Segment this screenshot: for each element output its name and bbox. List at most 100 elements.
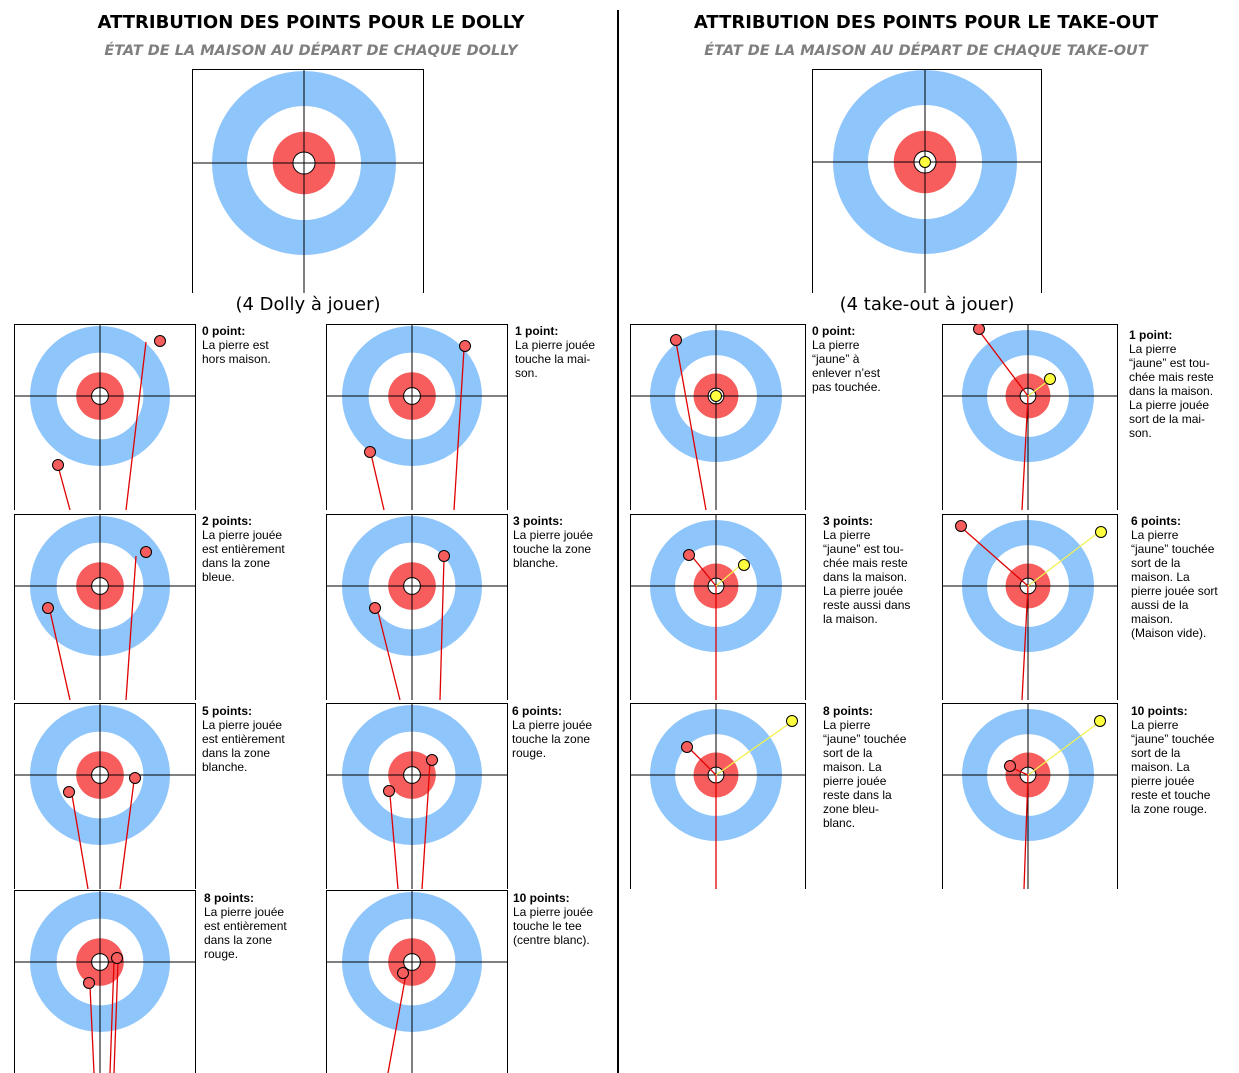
case-text: La pierre jouée est entièrement dans la … (204, 905, 287, 961)
case-text: La pierre “jaune” à enlever n’est pas to… (812, 338, 881, 394)
red-stone-icon (670, 334, 682, 346)
dolly-case-0-desc: 0 point: La pierre est hors maison. (202, 324, 314, 366)
red-stone-icon (1004, 760, 1016, 772)
red-path (119, 780, 135, 889)
takeout-case-5-house (942, 703, 1118, 889)
dolly-case-2-desc: 2 points: La pierre jouée est entièrement… (202, 514, 314, 584)
red-stone-icon (973, 324, 985, 335)
dolly-case-3-house (326, 514, 508, 700)
red-path (961, 527, 1029, 587)
takeout-case-5-desc: 10 points: La pierre “jaune” touchée sort… (1131, 704, 1239, 816)
takeout-case-4-desc: 8 points: La pierre “jaune” touchée sort … (823, 704, 935, 830)
takeout-case-2-house (630, 514, 806, 700)
dolly-case-7-desc: 10 points: La pierre jouée touche le tee … (513, 891, 625, 947)
takeout-caption: (4 take-out à jouer) (839, 294, 1015, 315)
yellow-stone-icon (1044, 373, 1056, 385)
case-text: La pierre “jaune” est tou- chée mais res… (823, 528, 911, 626)
takeout-case-0-house (630, 324, 806, 510)
red-path (453, 348, 465, 510)
red-stone-icon (129, 772, 141, 784)
dolly-caption: (4 Dolly à jouer) (235, 294, 381, 315)
red-path (370, 453, 385, 510)
yellow-path (1027, 722, 1099, 776)
case-text: La pierre jouée est entièrement dans la … (202, 718, 285, 774)
red-path (675, 341, 707, 510)
red-stone-icon (111, 952, 123, 964)
column-divider (617, 10, 619, 1073)
red-stone-icon (681, 741, 693, 753)
takeout-case-1-house (942, 324, 1118, 510)
dolly-title: ATTRIBUTION DES POINTS POUR LE DOLLY (97, 12, 525, 33)
takeout-case-2-desc: 3 points: La pierre “jaune” est tou- chée… (823, 514, 935, 626)
yellow-stone-icon (1095, 526, 1107, 538)
red-path (439, 557, 445, 700)
red-path (89, 985, 95, 1073)
red-path (1023, 774, 1029, 889)
red-stone-icon (683, 549, 695, 561)
red-stone-icon (83, 977, 95, 989)
red-path (125, 555, 137, 700)
red-stone-icon (154, 335, 166, 347)
dolly-case-7-house (326, 890, 508, 1073)
takeout-case-3-desc: 6 points: La pierre “jaune” touchée sort … (1131, 514, 1239, 640)
yellow-path (715, 563, 743, 587)
takeout-case-4-house (630, 703, 806, 889)
points-label: 6 points: (512, 704, 562, 718)
red-path (689, 553, 717, 587)
case-text: La pierre jouée touche le tee (centre bl… (513, 905, 594, 947)
takeout-case-0-desc: 0 point: La pierre “jaune” à enlever n’es… (812, 324, 924, 394)
takeout-case-3-house (942, 514, 1118, 700)
case-text: La pierre jouée touche la zone blanche. (513, 528, 594, 570)
case-text: La pierre “jaune” touchée sort de la mai… (1131, 528, 1218, 640)
red-path (1021, 395, 1029, 510)
dolly-case-4-desc: 5 points: La pierre jouée est entièrement… (202, 704, 314, 774)
points-label: 6 points: (1131, 514, 1181, 528)
points-label: 5 points: (202, 704, 252, 718)
yellow-stone-icon (1094, 715, 1106, 727)
red-stone-icon (383, 785, 395, 797)
red-stone-icon (459, 340, 471, 352)
takeout-initial-house (812, 69, 1042, 293)
red-path (389, 794, 399, 889)
red-path (377, 611, 401, 700)
red-path (109, 961, 115, 1073)
red-stone-icon (52, 459, 64, 471)
dolly-case-0-house (14, 324, 196, 510)
points-label: 1 point: (1129, 328, 1173, 342)
dolly-case-1-desc: 1 point: La pierre jouée touche la mai- s… (515, 324, 627, 380)
red-path (687, 746, 717, 776)
red-path (113, 961, 119, 1073)
yellow-path (1027, 380, 1049, 397)
points-label: 3 points: (513, 514, 563, 528)
red-stone-icon (438, 550, 450, 562)
red-path (125, 341, 147, 510)
points-label: 8 points: (823, 704, 873, 718)
dolly-case-4-house (14, 703, 196, 889)
points-label: 10 points: (513, 891, 570, 905)
red-path (71, 794, 89, 889)
case-text: La pierre est hors maison. (202, 338, 271, 366)
yellow-path (1027, 531, 1100, 587)
case-text: La pierre “jaune” touchée sort de la mai… (1131, 718, 1215, 816)
dolly-case-6-desc: 8 points: La pierre jouée est entièrement… (204, 891, 316, 961)
points-label: 1 point: (515, 324, 559, 338)
points-label: 2 points: (202, 514, 252, 528)
points-label: 0 point: (202, 324, 246, 338)
yellow-stone-icon (786, 715, 798, 727)
yellow-stone-icon (710, 390, 722, 402)
dolly-case-3-desc: 3 points: La pierre jouée touche la zone … (513, 514, 625, 570)
takeout-title: ATTRIBUTION DES POINTS POUR LE TAKE-OUT (693, 12, 1159, 33)
red-path (49, 610, 71, 700)
case-text: La pierre “jaune” est tou- chée mais res… (1129, 342, 1214, 440)
dolly-subtitle: ÉTAT DE LA MAISON AU DÉPART DE CHAQUE DO… (104, 43, 518, 59)
red-path (979, 331, 1029, 397)
takeout-case-1-desc: 1 point: La pierre “jaune” est tou- chée … (1129, 328, 1239, 440)
red-stone-icon (42, 602, 54, 614)
points-label: 8 points: (204, 891, 254, 905)
red-path (387, 973, 407, 1073)
red-stone-icon (63, 786, 75, 798)
takeout-subtitle: ÉTAT DE LA MAISON AU DÉPART DE CHAQUE TA… (704, 43, 1148, 59)
dolly-case-1-house (326, 324, 508, 510)
points-label: 10 points: (1131, 704, 1188, 718)
dolly-case-5-house (326, 703, 508, 889)
